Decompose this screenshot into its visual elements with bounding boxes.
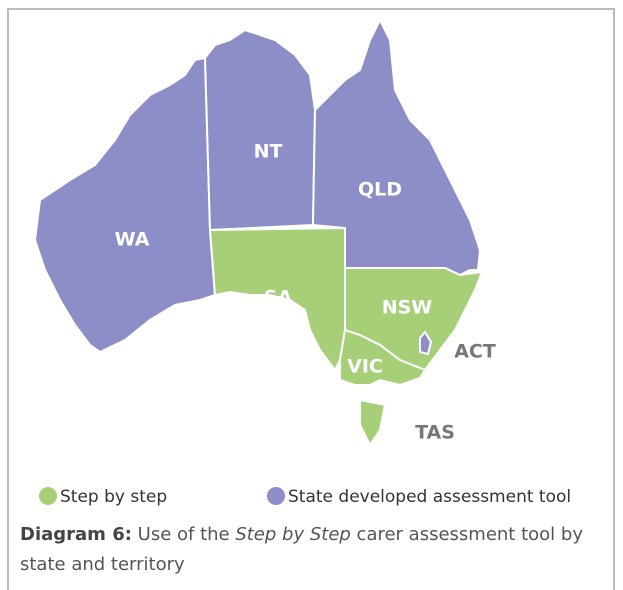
region-label: NT <box>254 141 283 163</box>
caption-text: Use of the <box>131 524 236 545</box>
legend-swatch <box>39 487 57 505</box>
region <box>203 28 317 232</box>
region <box>33 56 217 354</box>
caption: Diagram 6: Use of the Step by Step carer… <box>20 520 610 580</box>
legend-label: State developed assessment tool <box>288 487 571 507</box>
legend-label: Step by step <box>60 487 167 507</box>
region-label: TAS <box>415 422 455 444</box>
region <box>419 330 433 356</box>
region <box>339 328 427 387</box>
region-label: NSW <box>382 297 433 319</box>
caption-italic: Step by Step <box>235 524 351 545</box>
region <box>359 398 387 447</box>
caption-bold: Diagram 6: <box>20 524 132 545</box>
region-label: WA <box>115 229 150 251</box>
region-label: SA <box>264 287 293 309</box>
region-label: VIC <box>347 356 383 378</box>
caption-text: carer assessment tool by state and terri… <box>20 524 583 575</box>
region-label: QLD <box>358 179 402 201</box>
region-label: ACT <box>454 341 496 363</box>
legend-swatch <box>267 487 285 505</box>
frame <box>7 8 615 590</box>
map: WA NT QLD SA NSW VIC TAS ACT Step by step State d… <box>33 20 572 507</box>
